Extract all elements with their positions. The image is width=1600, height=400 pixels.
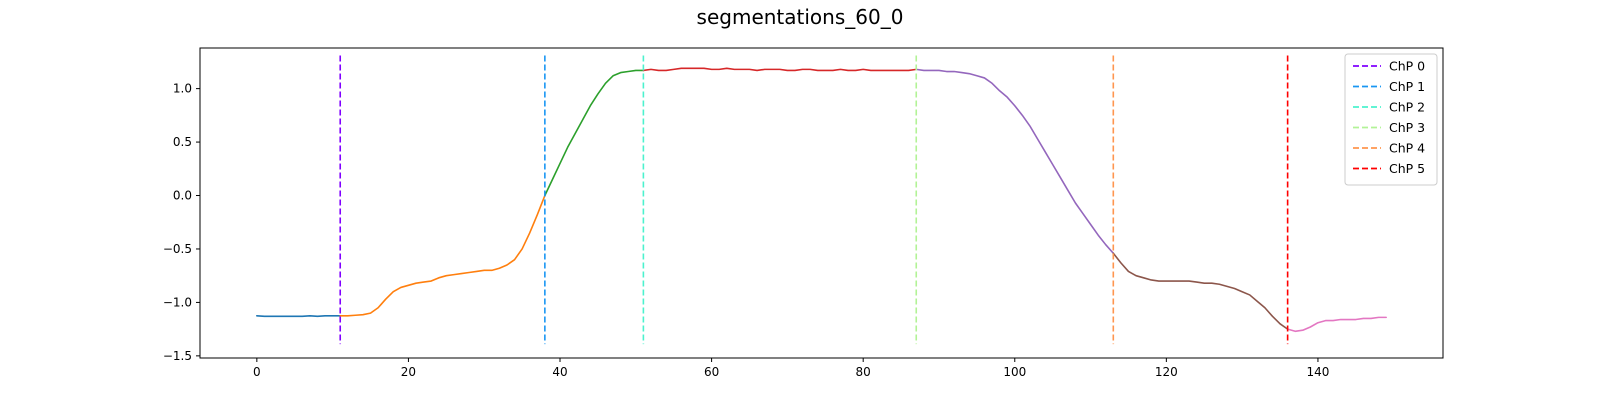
series-line-3 xyxy=(643,68,916,70)
chart-title: segmentations_60_0 xyxy=(697,5,904,29)
y-tick-label-0: −1.5 xyxy=(163,349,192,363)
x-tick-label-4: 80 xyxy=(856,365,871,379)
x-tick-label-0: 0 xyxy=(253,365,261,379)
plot-frame xyxy=(200,48,1443,358)
series-line-5 xyxy=(1113,253,1287,329)
legend-label-3: ChP 3 xyxy=(1389,120,1425,135)
series-line-1 xyxy=(340,196,545,316)
legend-label-5: ChP 5 xyxy=(1389,161,1425,176)
y-tick-label-1: −1.0 xyxy=(163,295,192,309)
legend-label-1: ChP 1 xyxy=(1389,79,1425,94)
x-tick-label-5: 100 xyxy=(1003,365,1026,379)
series-line-6 xyxy=(1288,317,1387,331)
legend-label-4: ChP 4 xyxy=(1389,141,1425,156)
x-tick-label-2: 40 xyxy=(552,365,567,379)
legend-label-0: ChP 0 xyxy=(1389,59,1425,74)
y-tick-label-4: 0.5 xyxy=(173,135,192,149)
y-tick-label-3: 0.0 xyxy=(173,189,192,203)
legend-label-2: ChP 2 xyxy=(1389,100,1425,115)
axes: 0 20 40 60 80 100 120 140 −1.5 −1.0 −0.5 0.0 0.5 1.0 xyxy=(163,48,1443,379)
x-tick-label-7: 140 xyxy=(1306,365,1329,379)
x-tick-label-6: 120 xyxy=(1155,365,1178,379)
y-tick-label-5: 1.0 xyxy=(173,82,192,96)
x-tick-label-1: 20 xyxy=(401,365,416,379)
legend: ChP 0 ChP 1 ChP 2 ChP 3 ChP 4 ChP 5 xyxy=(1345,54,1437,185)
y-tick-label-2: −0.5 xyxy=(163,242,192,256)
series-line-4 xyxy=(916,69,1113,253)
plot-area xyxy=(257,55,1386,344)
series-line-0 xyxy=(257,316,340,317)
x-tick-label-3: 60 xyxy=(704,365,719,379)
series-line-2 xyxy=(545,70,644,195)
